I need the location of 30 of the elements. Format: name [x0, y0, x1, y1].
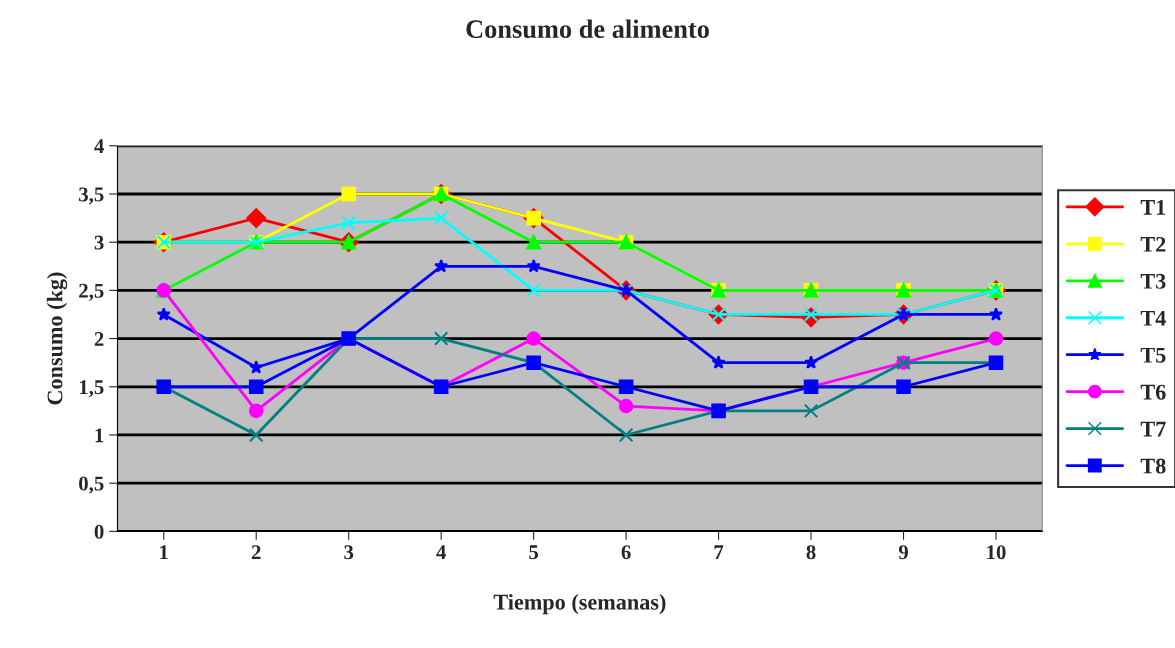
y-tick-label: 2,5 [79, 283, 104, 301]
legend-label: T3 [1140, 273, 1166, 289]
x-tick-label: 7 [714, 545, 724, 560]
y-tick-label: 0,5 [79, 476, 104, 494]
x-tick-label: 4 [436, 545, 446, 560]
x-tick-label: 9 [898, 545, 908, 560]
y-tick-label: 3,5 [79, 187, 104, 205]
y-tick-label: 2 [94, 332, 104, 346]
x-axis-title: Tiempo (semanas) [493, 594, 666, 615]
legend-label: T8 [1140, 458, 1166, 474]
y-tick-label: 3 [94, 235, 104, 250]
x-tick-label: 2 [251, 545, 261, 560]
legend-label: T2 [1140, 236, 1166, 252]
legend-label: T7 [1140, 421, 1166, 437]
legend-label: T4 [1140, 310, 1166, 326]
legend-label: T5 [1140, 347, 1166, 363]
y-tick-label: 0 [94, 524, 104, 539]
x-tick-label: 8 [806, 545, 816, 560]
chart-title: Consumo de alimento [466, 19, 709, 39]
y-tick-label: 1 [95, 428, 104, 443]
x-tick-label: 10 [987, 545, 1006, 560]
legend-label: T1 [1140, 199, 1166, 215]
x-tick-label: 3 [344, 545, 354, 560]
y-tick-label: 1,5 [79, 380, 104, 398]
x-tick-label: 5 [529, 545, 539, 560]
y-tick-label: 4 [94, 139, 104, 154]
x-tick-label: 1 [160, 545, 168, 560]
legend-label: T6 [1140, 384, 1166, 400]
x-tick-label: 6 [621, 545, 631, 560]
y-axis-title: Consumo (kg) [46, 272, 68, 405]
